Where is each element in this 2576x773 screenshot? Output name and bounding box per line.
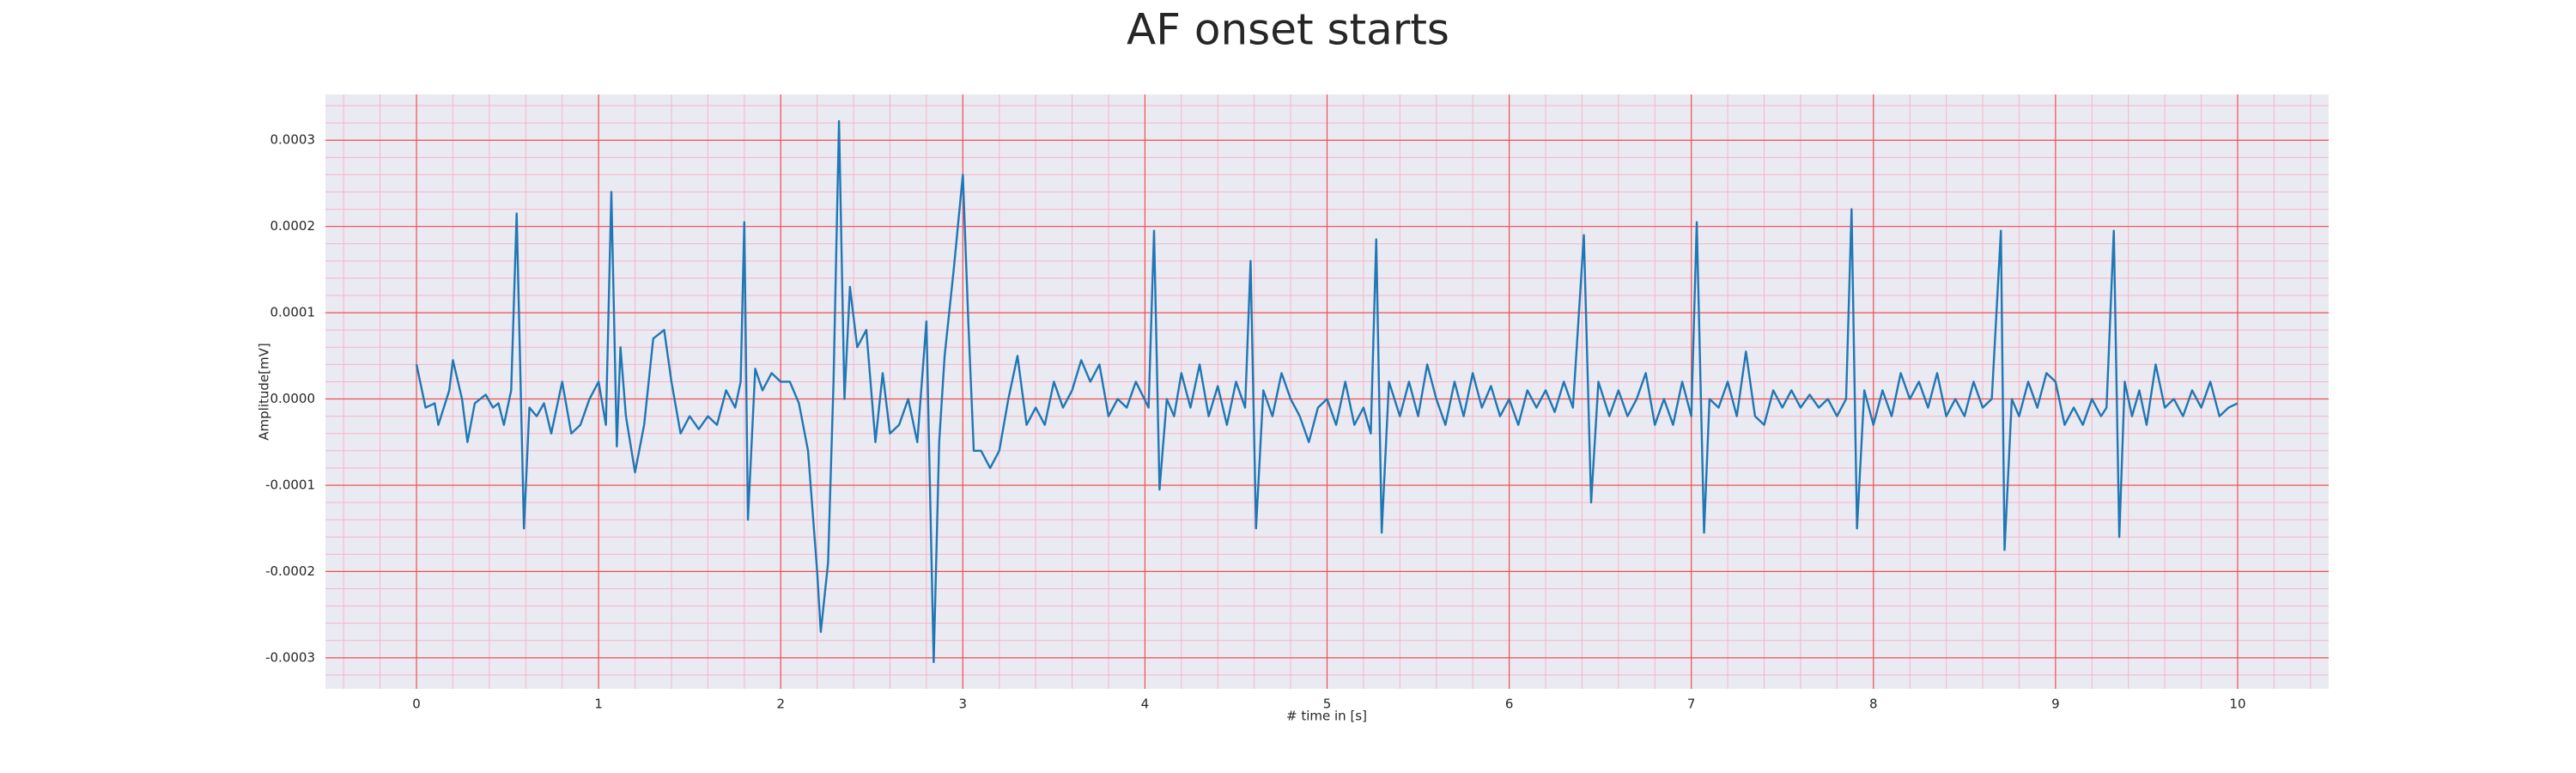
signal-line xyxy=(415,119,2239,664)
y-tick-label: -0.0002 xyxy=(265,563,315,579)
y-tick-label: 0.0001 xyxy=(270,305,316,320)
x-tick-label: 7 xyxy=(1687,697,1696,712)
y-tick-label: 0.0002 xyxy=(270,218,316,234)
x-tick-label: 9 xyxy=(2051,697,2060,712)
x-tick-label: 5 xyxy=(1323,697,1332,712)
x-tick-label: 10 xyxy=(2229,697,2245,712)
y-tick-label: 0.0000 xyxy=(270,391,316,406)
y-tick-label: -0.0001 xyxy=(265,477,315,492)
y-tick-label: -0.0003 xyxy=(265,649,315,665)
x-tick-label: 2 xyxy=(776,697,785,712)
y-tick-label: 0.0003 xyxy=(270,132,316,148)
x-tick-label: 3 xyxy=(959,697,968,712)
x-tick-label: 0 xyxy=(412,697,421,712)
chart-title: AF onset starts xyxy=(1127,5,1449,55)
x-tick-label: 6 xyxy=(1505,697,1514,712)
x-tick-label: 1 xyxy=(594,697,603,712)
y-axis-label: Amplitude[mV] xyxy=(257,343,272,440)
x-axis-label: # time in [s] xyxy=(1286,709,1367,724)
x-tick-label: 4 xyxy=(1141,697,1150,712)
x-tick-label: 8 xyxy=(1869,697,1878,712)
